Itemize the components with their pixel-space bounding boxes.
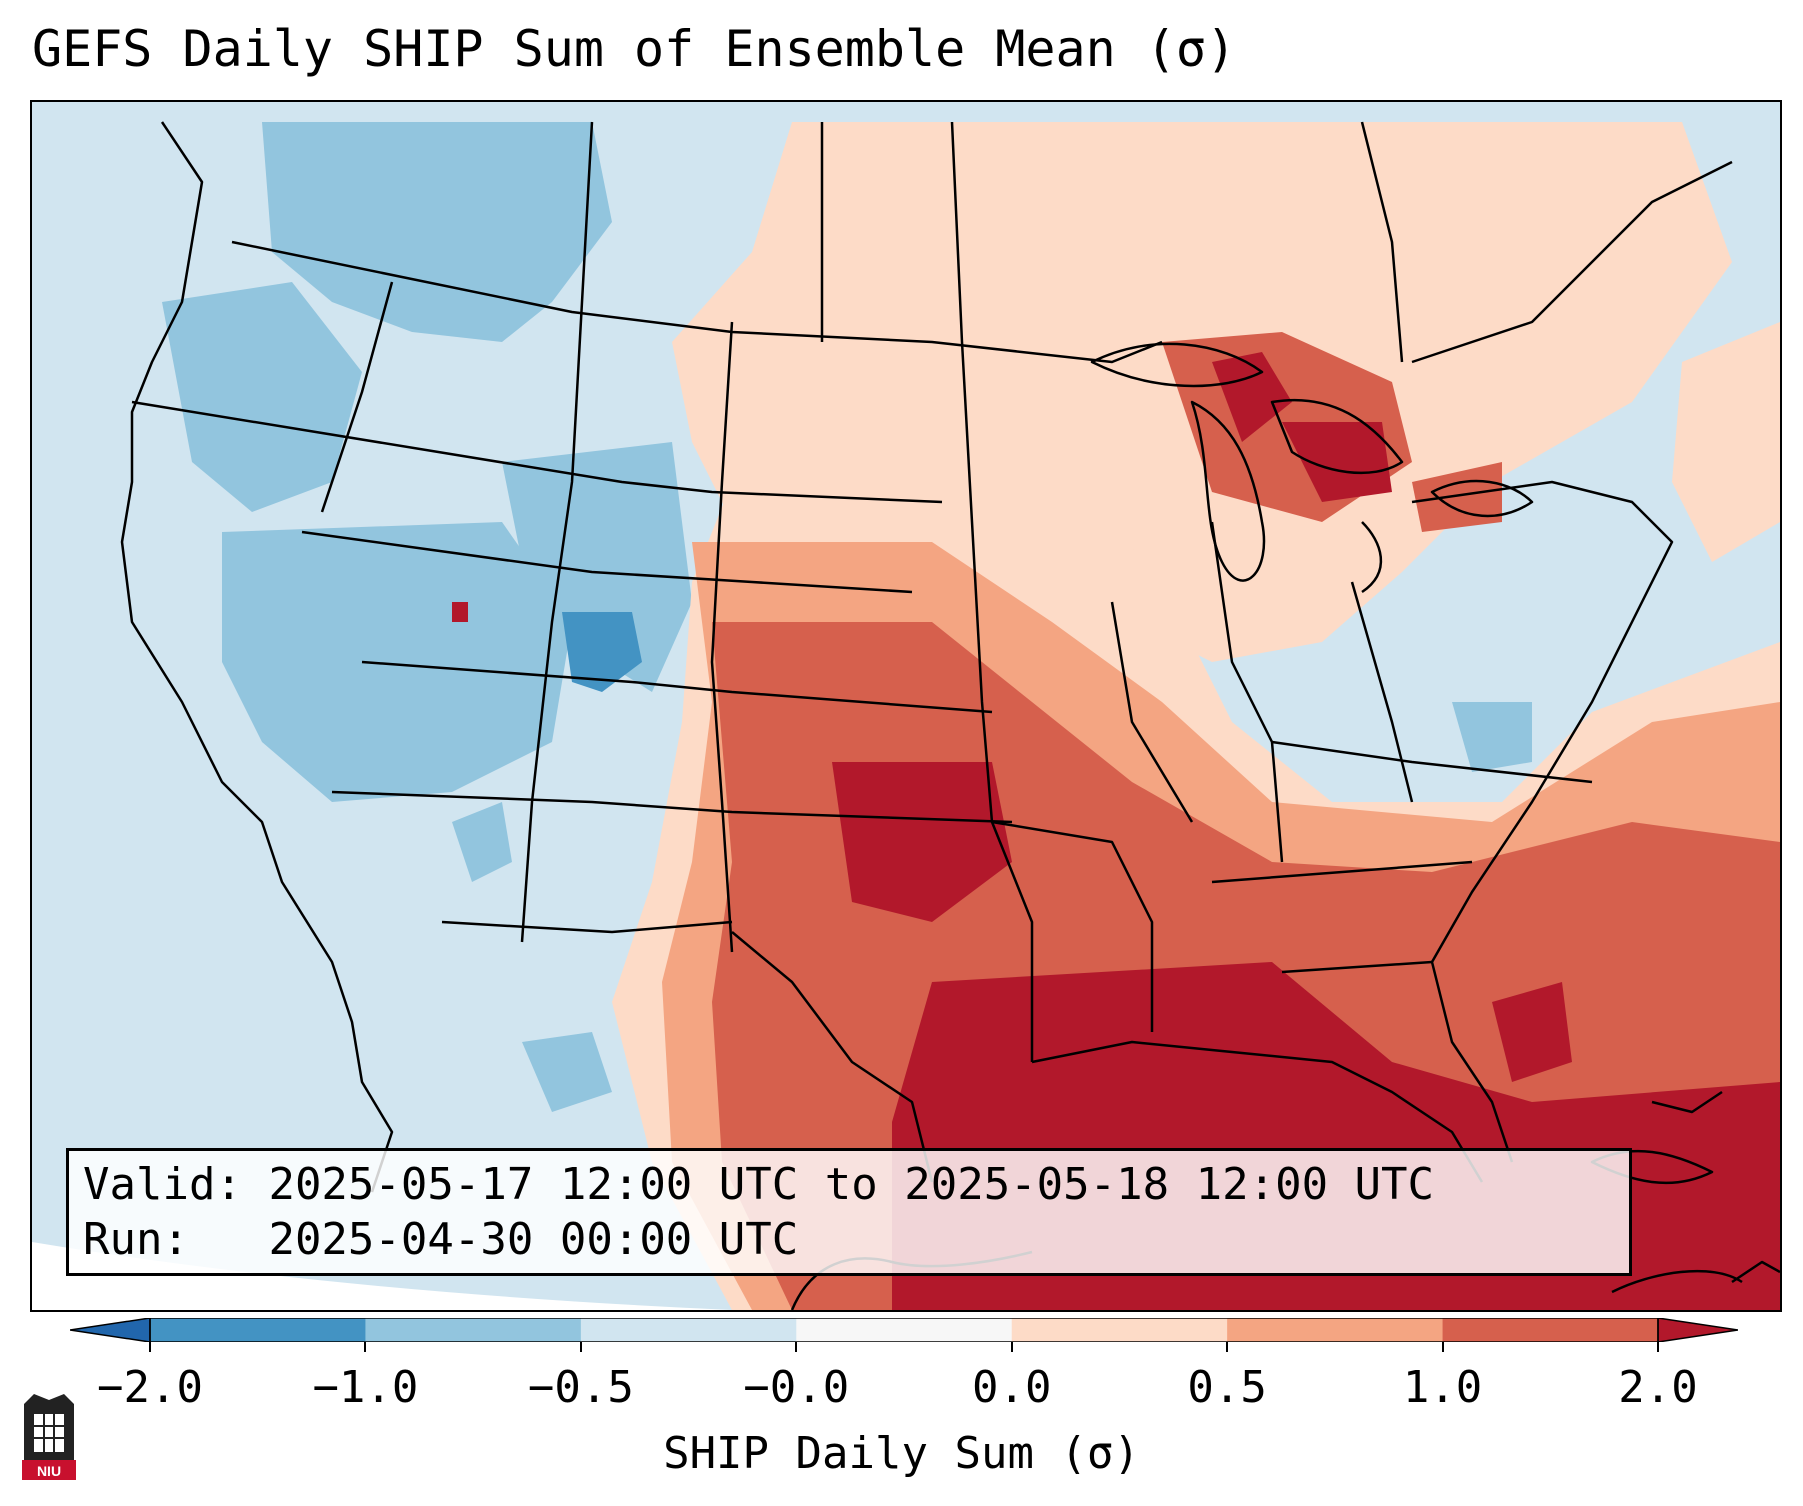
valid-prefix: Valid: [83, 1159, 242, 1210]
map-panel [30, 100, 1782, 1312]
colorbar-segment [1227, 1318, 1444, 1342]
boundary-lines [120, 121, 1780, 1310]
colorbar-tick-mark [149, 1342, 151, 1352]
forecast-map [32, 102, 1780, 1310]
colorbar [70, 1318, 1738, 1342]
colorbar-tick-mark [1010, 1342, 1013, 1352]
positive-anomaly-regions [452, 122, 1780, 1310]
projection-edge [32, 1242, 732, 1310]
colorbar-tick-mark [1226, 1342, 1229, 1352]
colorbar-low-extend [70, 1318, 151, 1342]
colorbar-segment [1011, 1318, 1228, 1342]
colorbar-label: SHIP Daily Sum (σ) [663, 1428, 1140, 1479]
run-time: 2025-04-30 00:00 UTC [268, 1214, 799, 1265]
colorbar-tick-label: 0.0 [971, 1362, 1052, 1413]
colorbar-tick-mark [579, 1342, 582, 1352]
colorbar-tick-label: 0.5 [1187, 1362, 1267, 1413]
colorbar-tick-label: −1.0 [312, 1362, 419, 1413]
map-title: GEFS Daily SHIP Sum of Ensemble Mean (σ) [32, 20, 1237, 78]
colorbar-segment [70, 1318, 150, 1342]
colorbar-segment [580, 1318, 797, 1342]
valid-time-range: 2025-05-17 12:00 UTC to 2025-05-18 12:00… [268, 1159, 1435, 1210]
colorbar-tick-label: −0.5 [527, 1362, 634, 1413]
negative-anomaly-regions [162, 122, 1532, 1112]
colorbar-segment [1658, 1318, 1738, 1342]
colorbar-tick-mark [795, 1342, 798, 1352]
colorbar-segment [150, 1318, 366, 1342]
colorbar-segment [796, 1318, 1013, 1342]
colorbar-high-extend [1657, 1318, 1738, 1342]
colorbar-segment [365, 1318, 582, 1342]
colorbar-tick-mark [1657, 1342, 1659, 1352]
validity-info-box: Valid: 2025-05-17 12:00 UTC to 2025-05-1… [66, 1148, 1632, 1276]
colorbar-tick-label: −0.0 [743, 1362, 850, 1413]
colorbar-segment [1442, 1318, 1659, 1342]
niu-logo: NIU [22, 1394, 76, 1480]
colorbar-tick-mark [1441, 1342, 1444, 1352]
colorbar-tick-label: 1.0 [1402, 1362, 1483, 1413]
colorbar-tick-label: 2.0 [1618, 1362, 1698, 1413]
colorbar-tick-mark [364, 1342, 367, 1352]
run-prefix: Run: [83, 1214, 189, 1265]
logo-text: NIU [37, 1463, 61, 1479]
colorbar-tick-label: −2.0 [97, 1362, 203, 1413]
